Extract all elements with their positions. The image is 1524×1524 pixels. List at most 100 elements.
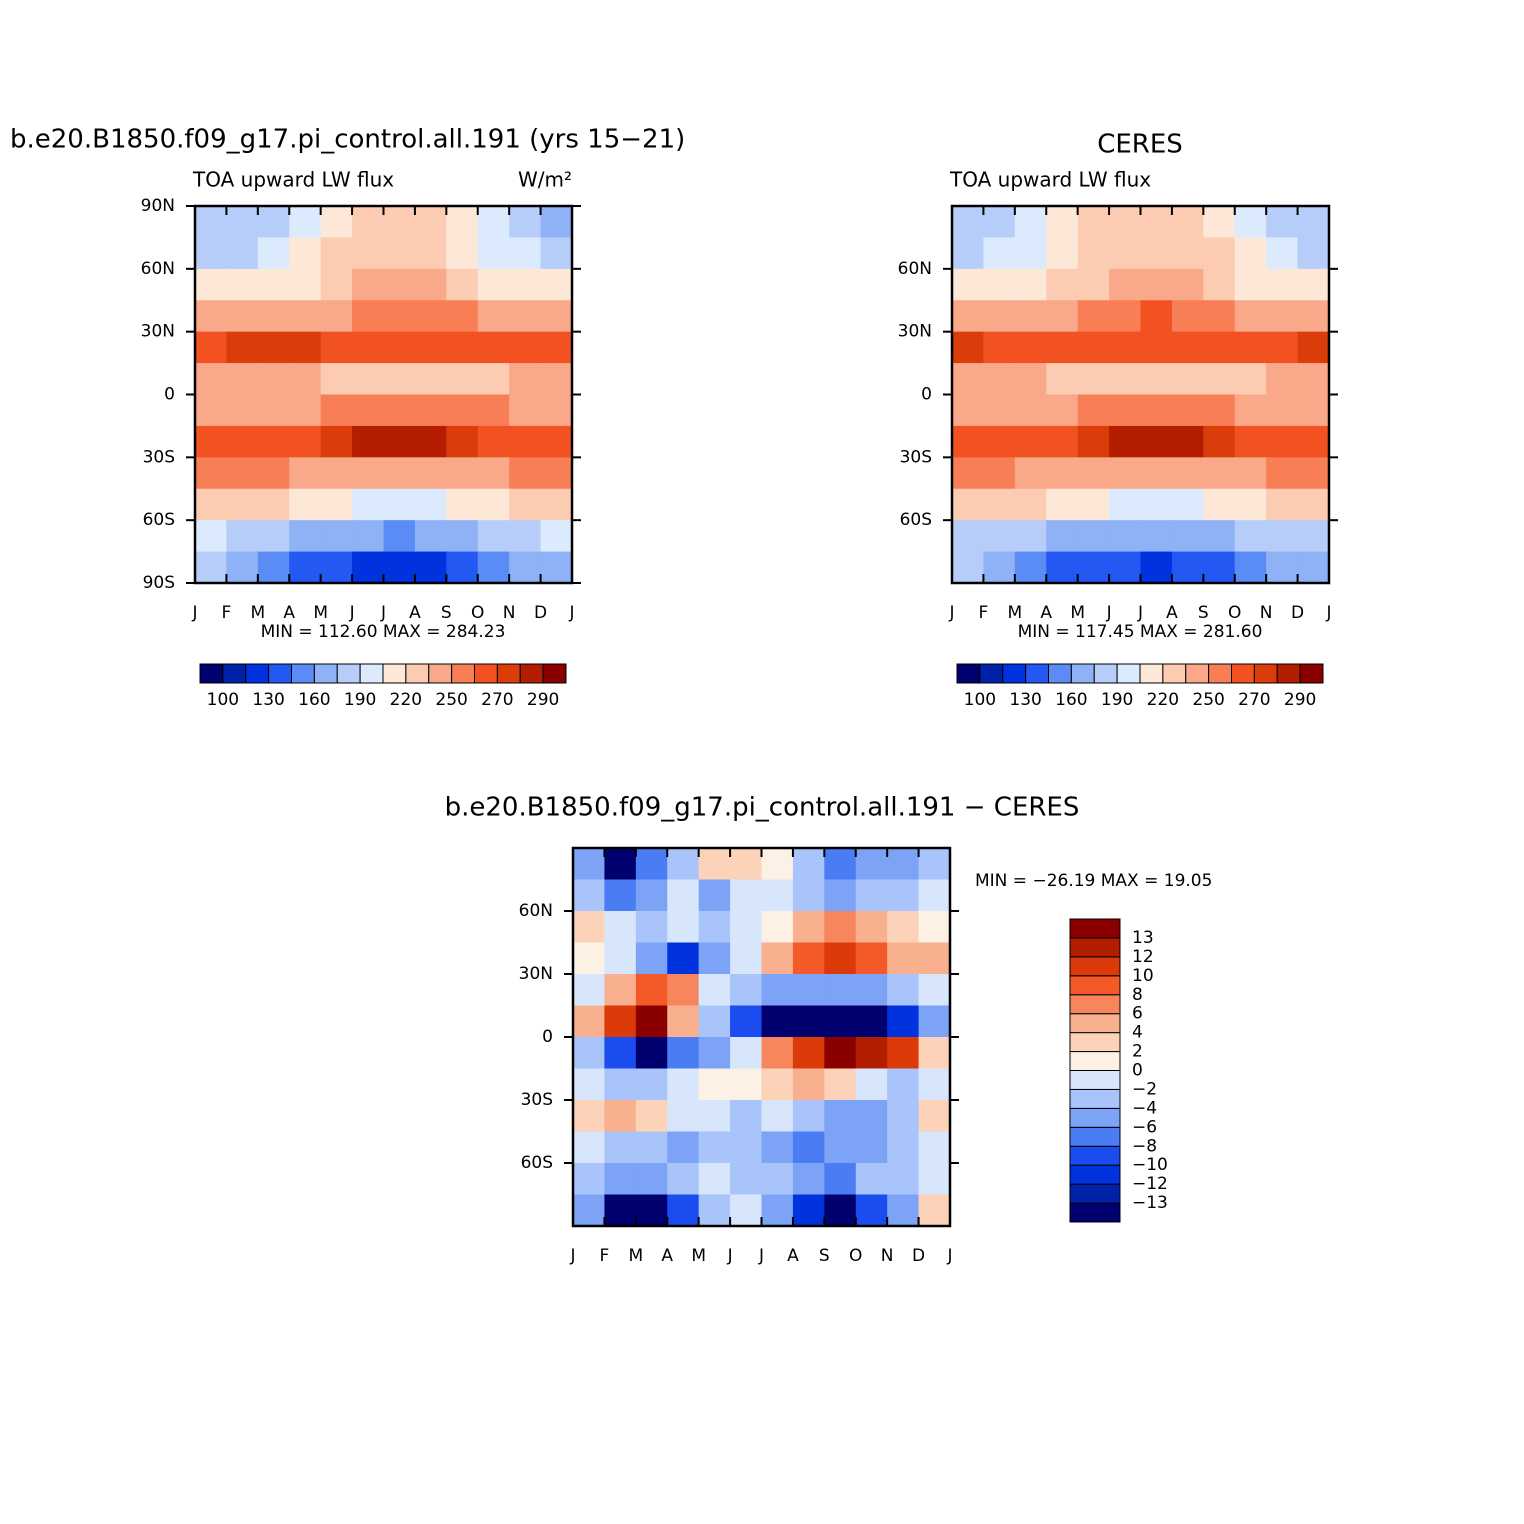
contour-cell xyxy=(509,551,542,584)
colorbar-box xyxy=(336,663,361,684)
contour-cell xyxy=(226,551,259,584)
contour-cell xyxy=(289,394,322,427)
contour-cell xyxy=(1077,300,1110,333)
contour-cell xyxy=(604,1005,637,1038)
contour-cell xyxy=(952,237,985,270)
contour-cell xyxy=(698,879,731,912)
x-tick-label: M xyxy=(691,1246,706,1266)
contour-cell xyxy=(320,520,353,553)
colorbar-label: 4 xyxy=(1132,1023,1143,1043)
contour-cell xyxy=(1203,331,1236,364)
contour-cell xyxy=(540,268,573,301)
contour-cell xyxy=(509,331,542,364)
contour-cell xyxy=(698,974,731,1007)
colorbar-label: 100 xyxy=(964,690,996,710)
contour-cell xyxy=(320,551,353,584)
contour-cell xyxy=(1234,331,1267,364)
colorbar-box xyxy=(1069,1051,1121,1071)
contour-cell xyxy=(257,551,290,584)
contour-cell xyxy=(195,331,228,364)
contour-cell xyxy=(226,206,259,239)
colorbar-box xyxy=(1253,663,1278,684)
contour-cell xyxy=(383,363,416,396)
x-tick-label: O xyxy=(1228,603,1241,623)
contour-cell xyxy=(352,520,385,553)
colorbar-label: 100 xyxy=(207,690,239,710)
contour-cell xyxy=(698,848,731,881)
x-tick-label: O xyxy=(471,603,484,623)
contour-cell xyxy=(855,942,888,975)
contour-cell xyxy=(824,974,857,1007)
contour-cell xyxy=(1014,457,1047,490)
contour-cell xyxy=(667,911,700,944)
x-tick-label: N xyxy=(881,1246,894,1266)
contour-cell xyxy=(1234,206,1267,239)
contour-cell xyxy=(887,1100,920,1133)
contour-cell xyxy=(446,488,479,521)
contour-cell xyxy=(887,1131,920,1164)
contour-cell xyxy=(792,1068,825,1101)
contour-cell xyxy=(1297,206,1330,239)
contour-cell xyxy=(761,911,794,944)
contour-cell xyxy=(195,488,228,521)
contour-cell xyxy=(1203,488,1236,521)
contour-cell xyxy=(1077,551,1110,584)
contour-cell xyxy=(1046,457,1079,490)
colorbar-label: 2 xyxy=(1132,1042,1143,1062)
contour-cell xyxy=(855,879,888,912)
colorbar-box xyxy=(1069,975,1121,996)
contour-cell xyxy=(983,363,1016,396)
contour-cell xyxy=(226,394,259,427)
contour-cell xyxy=(918,1163,951,1196)
contour-cell xyxy=(573,1194,606,1227)
contour-cell xyxy=(509,300,542,333)
contour-cell xyxy=(1171,268,1204,301)
contour-cell xyxy=(792,879,825,912)
contour-cell xyxy=(952,457,985,490)
contour-cell xyxy=(792,1005,825,1038)
contour-cell xyxy=(573,911,606,944)
colorbar-box xyxy=(1208,663,1232,684)
subtitle: TOA upward LW flux xyxy=(949,168,1151,192)
x-tick-label: F xyxy=(979,603,989,623)
contour-cell xyxy=(792,974,825,1007)
contour-cell xyxy=(446,237,479,270)
contour-cell xyxy=(1234,394,1267,427)
contour-cell xyxy=(1171,457,1204,490)
contour-cell xyxy=(383,488,416,521)
contour-cell xyxy=(1109,488,1142,521)
contour-cell xyxy=(1046,394,1079,427)
x-tick-label: D xyxy=(534,603,547,623)
contour-cell xyxy=(1297,425,1330,458)
contour-cell xyxy=(352,425,385,458)
contour-cell xyxy=(540,551,573,584)
y-tick-label: 60S xyxy=(521,1153,553,1173)
contour-cell xyxy=(195,237,228,270)
contour-cell xyxy=(635,942,668,975)
colorbar-label: 190 xyxy=(1101,690,1133,710)
contour-cell xyxy=(1077,457,1110,490)
contour-cell xyxy=(383,551,416,584)
contour-cell xyxy=(1046,520,1079,553)
contour-cell xyxy=(952,206,985,239)
x-tick-label: A xyxy=(661,1246,673,1266)
contour-cell xyxy=(1046,300,1079,333)
contour-cell xyxy=(509,206,542,239)
colorbar-label: 290 xyxy=(1284,690,1316,710)
contour-cell xyxy=(573,942,606,975)
contour-cell xyxy=(604,1068,637,1101)
contour-cell xyxy=(226,425,259,458)
contour-cell xyxy=(195,268,228,301)
y-tick-label: 60S xyxy=(143,510,175,530)
contour-cell xyxy=(1077,394,1110,427)
contour-cell xyxy=(1171,331,1204,364)
colorbar-box xyxy=(542,663,567,684)
contour-cell xyxy=(983,300,1016,333)
contour-cell xyxy=(1297,394,1330,427)
subtitle: TOA upward LW flux xyxy=(192,168,394,192)
colorbar-box xyxy=(405,663,430,684)
contour-cell xyxy=(226,363,259,396)
x-tick-label: J xyxy=(380,603,386,623)
colorbar-box xyxy=(1093,663,1118,684)
contour-cell xyxy=(635,848,668,881)
